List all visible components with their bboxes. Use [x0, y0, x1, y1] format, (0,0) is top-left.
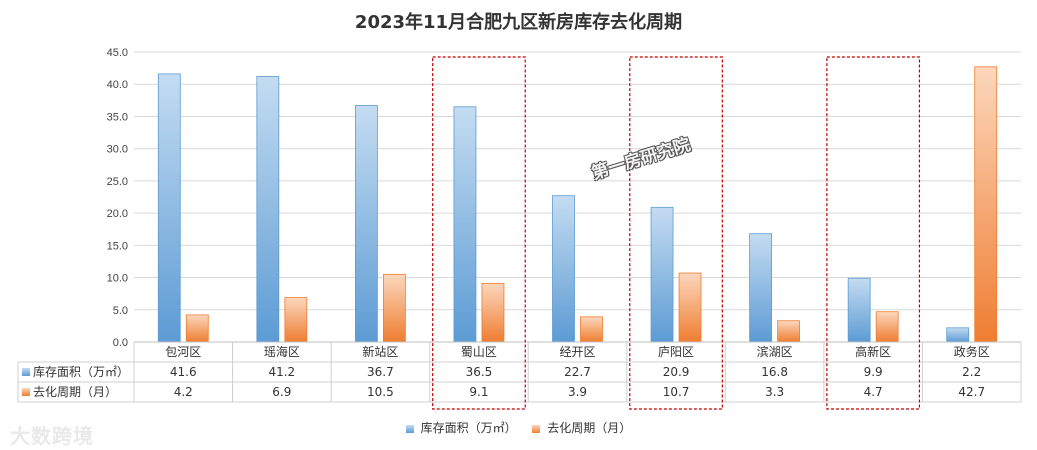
bar-inventory — [552, 195, 575, 343]
bar-cycle — [481, 282, 505, 343]
table-value-cycle: 10.5 — [367, 385, 394, 399]
legend: 库存面积（万㎡） 去化周期（月） — [0, 419, 1037, 436]
highlight-box — [432, 56, 526, 410]
highlight-box — [629, 56, 723, 410]
bar-cycle — [382, 273, 406, 343]
bar-inventory — [847, 277, 871, 343]
bar-inventory — [256, 76, 280, 343]
table-value-inventory: 36.5 — [466, 365, 493, 379]
category-label: 滨湖区 — [757, 344, 793, 359]
table-value-inventory: 2.2 — [962, 365, 981, 379]
bar-inventory — [354, 105, 378, 343]
table-value-inventory: 22.7 — [564, 365, 591, 379]
table-key-inventory — [22, 368, 30, 376]
bar-cycle — [875, 311, 899, 343]
legend-swatch-cycle — [532, 424, 541, 433]
legend-swatch-inventory — [405, 424, 414, 433]
bar-cycle — [974, 66, 998, 343]
bar-inventory — [650, 206, 674, 343]
legend-label-cycle: 去化周期（月） — [547, 421, 632, 435]
table-value-cycle: 4.7 — [864, 385, 883, 399]
table-value-inventory: 9.9 — [864, 365, 883, 379]
table-value-cycle: 3.3 — [765, 385, 784, 399]
bar-inventory — [157, 73, 181, 343]
y-tick-label: 35.0 — [107, 111, 128, 123]
table-value-cycle: 42.7 — [958, 385, 985, 399]
category-label: 包河区 — [165, 345, 201, 359]
table-value-inventory: 41.6 — [170, 365, 197, 379]
y-tick-label: 30.0 — [107, 144, 128, 156]
bar-inventory — [946, 327, 970, 343]
table-value-inventory: 36.7 — [367, 365, 394, 379]
table-value-inventory: 20.9 — [663, 365, 690, 379]
category-label: 高新区 — [855, 344, 891, 359]
bar-cycle — [678, 272, 702, 343]
category-label: 蜀山区 — [461, 345, 497, 359]
bar-cycle — [284, 297, 308, 343]
category-label: 政务区 — [954, 344, 990, 359]
y-tick-label: 45.0 — [107, 47, 128, 59]
y-tick-label: 25.0 — [107, 176, 128, 188]
y-tick-label: 40.0 — [107, 79, 128, 91]
category-label: 新站区 — [362, 344, 398, 359]
table-value-cycle: 6.9 — [272, 385, 291, 399]
y-tick-label: 5.0 — [113, 305, 128, 317]
table-value-inventory: 16.8 — [761, 365, 788, 379]
table-value-cycle: 10.7 — [663, 385, 690, 399]
table-value-cycle: 9.1 — [469, 385, 488, 399]
highlight-box — [826, 56, 921, 410]
legend-item-cycle: 去化周期（月） — [532, 419, 631, 436]
category-label: 庐阳区 — [658, 344, 694, 359]
bar-cycle — [185, 314, 209, 343]
category-label: 瑶海区 — [264, 344, 300, 359]
bar-inventory — [453, 106, 477, 343]
bar-inventory — [749, 233, 773, 343]
table-value-cycle: 4.2 — [174, 385, 193, 399]
chart-title: 2023年11月合肥九区新房库存去化周期 — [354, 12, 683, 33]
y-tick-label: 0.0 — [113, 337, 128, 349]
table-key-cycle — [22, 388, 30, 396]
bar-cycle — [777, 320, 801, 343]
y-tick-label: 10.0 — [107, 273, 128, 285]
watermark-logo: 大数跨境 — [10, 424, 94, 448]
category-label: 经开区 — [559, 345, 595, 359]
table-row-header-cycle: 去化周期（月） — [33, 385, 117, 399]
legend-item-inventory: 库存面积（万㎡） — [405, 419, 517, 436]
bar-cycle — [580, 316, 603, 343]
table-value-inventory: 41.2 — [268, 365, 295, 379]
legend-label-inventory: 库存面积（万㎡） — [420, 421, 517, 435]
y-tick-label: 20.0 — [107, 208, 128, 220]
y-tick-label: 15.0 — [107, 240, 128, 252]
table-row-header-inventory: 库存面积（万㎡） — [33, 364, 129, 379]
table-value-cycle: 3.9 — [568, 385, 587, 399]
